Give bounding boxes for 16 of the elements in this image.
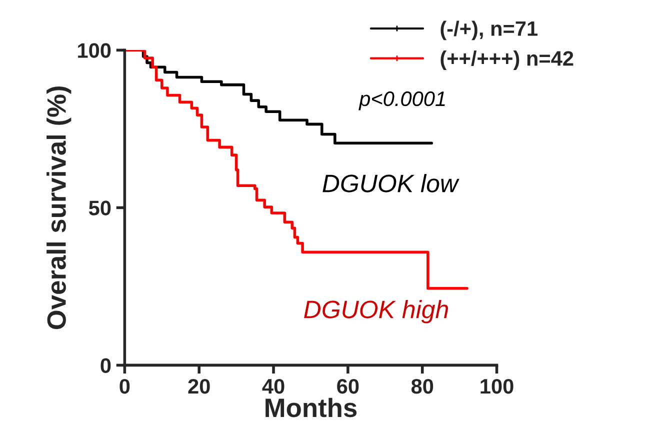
x-axis-title: Months [266, 398, 357, 418]
annotation: DGUOK high [304, 300, 448, 324]
y-tick-label: 0 [100, 358, 111, 373]
x-tick-label: 100 [480, 378, 514, 394]
x-tick-label: 20 [188, 378, 210, 394]
legend-label: (++/+++) n=42 [440, 50, 574, 70]
legend-label: (-/+), n=71 [440, 20, 538, 40]
x-tick-label: 40 [262, 378, 284, 394]
x-tick-label: 80 [411, 378, 434, 394]
annotation: DGUOK low [322, 174, 460, 192]
annotation: p<0.0001 [358, 91, 445, 110]
y-axis-title: Overall survival (%) [46, 86, 72, 330]
x-tick-label: 0 [120, 378, 130, 394]
x-tick-label: 60 [337, 378, 359, 394]
y-tick-label: 50 [88, 200, 111, 216]
y-tick-label: 100 [78, 43, 111, 58]
